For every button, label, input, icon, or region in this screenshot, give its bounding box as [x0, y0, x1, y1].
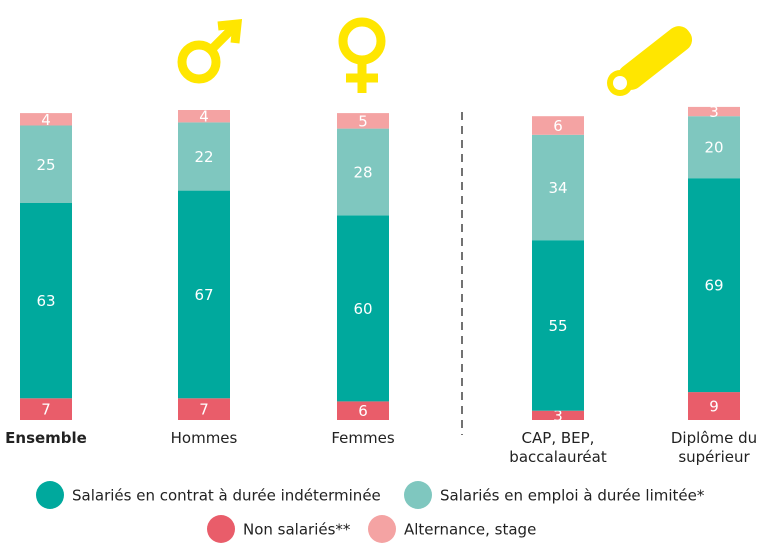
- male-icon: [177, 18, 243, 84]
- legend-swatch: [404, 481, 432, 509]
- bar-segment: [178, 398, 230, 420]
- category-label: CAP, BEP, baccalauréat: [509, 429, 607, 466]
- bar-segment: [337, 113, 389, 129]
- bar-segment: [532, 240, 584, 411]
- bar-segment: [337, 128, 389, 216]
- value-label: 34: [548, 179, 567, 197]
- diploma-icon: [607, 26, 693, 96]
- bar-segment: [178, 122, 230, 191]
- bar-segment: [532, 116, 584, 135]
- value-label: 3: [709, 103, 719, 121]
- value-label: 6: [358, 402, 368, 420]
- bar-segment: [20, 113, 72, 126]
- bar-segment: [337, 401, 389, 420]
- value-label: 3: [553, 407, 563, 425]
- value-label: 9: [709, 398, 719, 416]
- category-label: Hommes: [170, 429, 238, 447]
- value-label: 55: [548, 317, 567, 335]
- value-label: 28: [353, 164, 372, 182]
- bar-segment: [20, 125, 72, 203]
- bar-segment: [688, 392, 740, 420]
- legend-label: Non salariés**: [243, 521, 351, 539]
- value-label: 20: [704, 139, 723, 157]
- legend-swatch: [368, 515, 396, 543]
- bar-segment: [337, 215, 389, 402]
- value-label: 22: [194, 148, 213, 166]
- value-label: 63: [36, 292, 55, 310]
- value-label: 6: [553, 117, 563, 135]
- value-label: 60: [353, 300, 372, 318]
- legend-label: Salariés en contrat à durée indéterminée: [72, 487, 381, 505]
- bar-segment: [20, 398, 72, 420]
- bar-segment: [178, 190, 230, 399]
- value-label: 67: [194, 286, 213, 304]
- legend-swatch: [36, 481, 64, 509]
- bar-segment: [20, 203, 72, 399]
- category-label: Diplôme du supérieur: [670, 429, 758, 466]
- bar-segment: [688, 178, 740, 393]
- value-label: 7: [41, 401, 51, 419]
- legend-swatch: [207, 515, 235, 543]
- value-label: 7: [199, 401, 209, 419]
- value-label: 25: [36, 156, 55, 174]
- bar-segment: [532, 410, 584, 420]
- bar-segment: [688, 116, 740, 179]
- value-label: 4: [199, 108, 209, 126]
- legend-label: Alternance, stage: [404, 521, 536, 539]
- value-label: 69: [704, 277, 723, 295]
- category-label: Ensemble: [5, 429, 87, 447]
- value-label: 4: [41, 111, 51, 129]
- bar-segment: [178, 110, 230, 123]
- female-icon: [338, 17, 386, 93]
- bar-segment: [688, 106, 740, 117]
- bar-segment: [532, 134, 584, 241]
- legend-label: Salariés en emploi à durée limitée*: [440, 487, 705, 505]
- category-label: Femmes: [331, 429, 395, 447]
- value-label: 5: [358, 112, 368, 130]
